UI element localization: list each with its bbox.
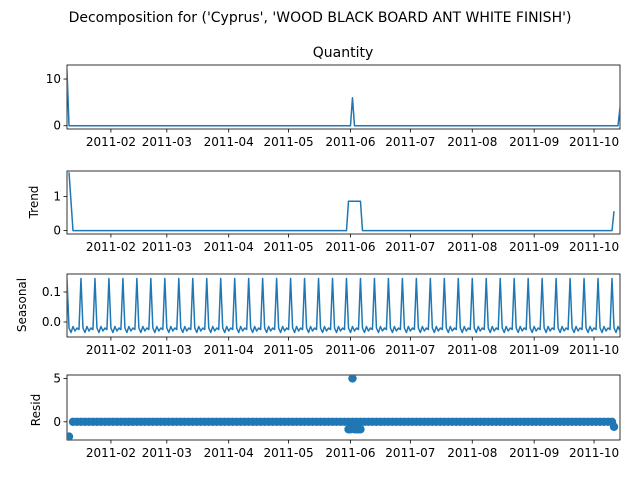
observed-ytick-label: 0 (53, 119, 61, 133)
resid-xtick-label: 2011-08 (447, 446, 497, 460)
trend-series-line (68, 172, 615, 232)
observed-xtick-label: 2011-04 (204, 135, 254, 149)
resid-ylabel: Resid (29, 394, 43, 426)
observed-series-line (67, 69, 620, 127)
seasonal-ytick-label: 0.1 (42, 285, 61, 299)
observed-xtick-label: 2011-06 (325, 135, 375, 149)
observed-xtick-label: 2011-05 (264, 135, 314, 149)
figure-suptitle: Decomposition for ('Cyprus', 'WOOD BLACK… (69, 10, 572, 26)
resid-plot-frame (66, 374, 621, 441)
resid-xtick-label: 2011-07 (385, 446, 435, 460)
observed-xtick-label: 2011-02 (86, 135, 136, 149)
observed-xtick-label: 2011-08 (447, 135, 497, 149)
trend-ytick-label: 1 (53, 190, 61, 204)
resid-outlier-point (609, 422, 619, 431)
resid-xtick-label: 2011-03 (142, 446, 192, 460)
seasonal-ylabel: Seasonal (15, 278, 29, 332)
seasonal-xtick-label: 2011-07 (385, 343, 435, 357)
observed-xtick-label: 2011-07 (385, 135, 435, 149)
resid-ytick-label: 0 (53, 415, 61, 429)
seasonal-xtick-label: 2011-09 (509, 343, 559, 357)
seasonal-plot-frame (66, 273, 621, 338)
resid-outlier-point (356, 425, 365, 434)
trend-xtick-label: 2011-09 (509, 240, 559, 254)
observed-xtick-label: 2011-09 (509, 135, 559, 149)
seasonal-ytick-label: 0.0 (42, 315, 61, 329)
trend-xtick-label: 2011-07 (385, 240, 435, 254)
observed-title: Quantity (313, 45, 374, 61)
resid-xtick-label: 2011-09 (509, 446, 559, 460)
trend-xtick-label: 2011-08 (447, 240, 497, 254)
trend-ylabel: Trend (27, 186, 41, 220)
seasonal-xtick-label: 2011-08 (447, 343, 497, 357)
trend-ytick-label: 0 (53, 224, 61, 238)
resid-xtick-label: 2011-02 (86, 446, 136, 460)
seasonal-xtick-label: 2011-06 (325, 343, 375, 357)
resid-xtick-label: 2011-10 (569, 446, 619, 460)
observed-xtick-label: 2011-10 (569, 135, 619, 149)
resid-plot (67, 375, 619, 440)
resid-xtick-label: 2011-04 (204, 446, 254, 460)
trend-xtick-label: 2011-10 (569, 240, 619, 254)
seasonal-xtick-label: 2011-10 (569, 343, 619, 357)
observed-plot-frame (66, 64, 621, 130)
seasonal-panel: Seasonal 0.0 0.1 2011-02 2011-03 2011-04 2011… (15, 273, 621, 357)
resid-panel: Resid 0 5 2011-02 2011-03 2011-04 2011-05 2011… (29, 371, 621, 460)
trend-xtick-label: 2011-04 (204, 240, 254, 254)
trend-xtick-label: 2011-03 (142, 240, 192, 254)
seasonal-xtick-label: 2011-04 (204, 343, 254, 357)
observed-ytick-label: 10 (46, 72, 61, 86)
resid-xtick-label: 2011-05 (264, 446, 314, 460)
resid-ytick-label: 5 (53, 371, 61, 385)
seasonal-plot (67, 277, 620, 334)
trend-xtick-label: 2011-05 (264, 240, 314, 254)
resid-points (67, 375, 619, 440)
resid-outlier-point (67, 432, 74, 440)
resid-xtick-label: 2011-06 (325, 446, 375, 460)
seasonal-xtick-label: 2011-02 (86, 343, 136, 357)
trend-plot (68, 172, 615, 232)
trend-plot-frame (66, 170, 621, 235)
observed-xtick-label: 2011-03 (142, 135, 192, 149)
observed-panel: Quantity 0 10 2011-02 2011-03 2011-04 2011-05… (46, 45, 621, 149)
resid-outlier-point (348, 375, 357, 383)
seasonal-series-line (67, 277, 620, 334)
seasonal-xtick-label: 2011-05 (264, 343, 314, 357)
trend-xtick-label: 2011-02 (86, 240, 136, 254)
observed-plot (67, 69, 620, 127)
trend-xtick-label: 2011-06 (325, 240, 375, 254)
seasonal-xtick-label: 2011-03 (142, 343, 192, 357)
trend-panel: Trend 0 1 2011-02 2011-03 2011-04 2011-05 2011… (27, 170, 621, 254)
